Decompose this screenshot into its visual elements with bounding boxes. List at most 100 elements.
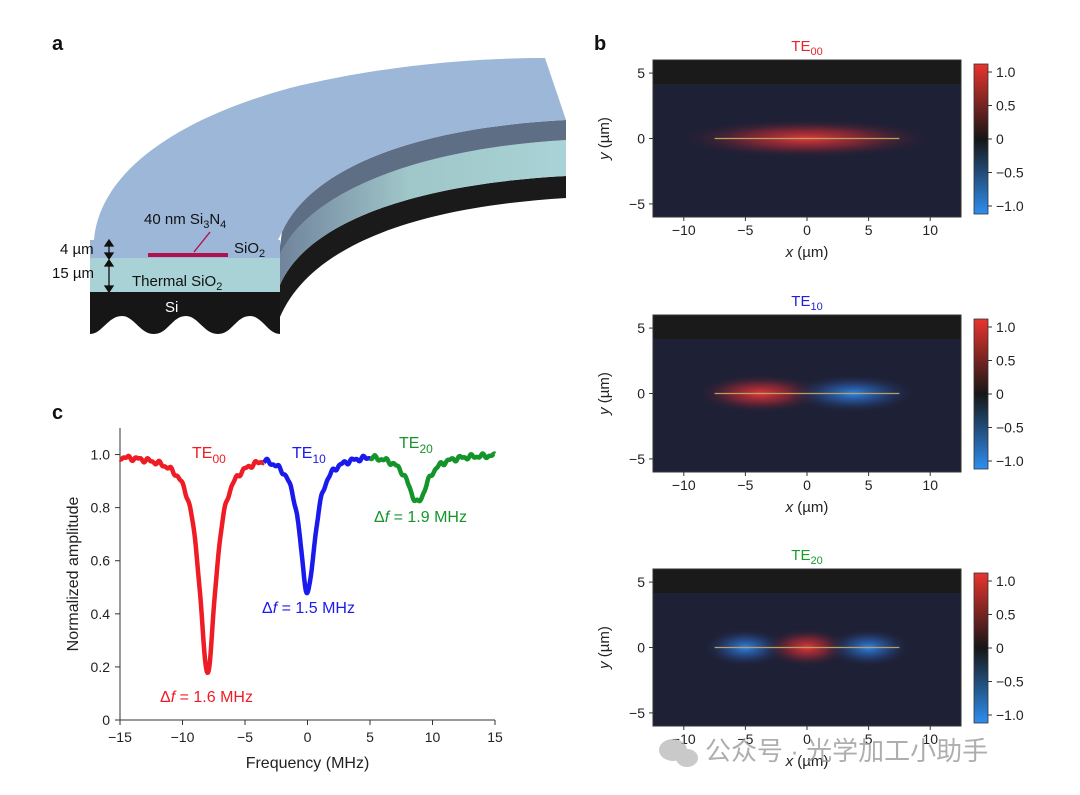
x-tick-label: 5 (865, 222, 873, 238)
x-tick-label: 0 (803, 477, 811, 493)
substrate-arc (278, 176, 566, 322)
x-tick-label: 0 (803, 222, 811, 238)
colorbar-tick-label: 0 (996, 131, 1004, 147)
y-tick-label: 0.8 (91, 500, 111, 516)
panel-a-label: a (52, 33, 64, 55)
colorbar-tick-label: 1.0 (996, 64, 1016, 80)
chart-annotation: TE20 (399, 435, 433, 456)
front-thermal-oxide (90, 258, 280, 292)
air-region (653, 569, 961, 593)
colorbar-tick-label: 0 (996, 386, 1004, 402)
x-tick-label: −5 (237, 729, 253, 745)
colorbar-tick-label: −0.5 (996, 674, 1024, 690)
y-tick-label: −5 (629, 705, 645, 721)
y-tick-label: 0 (637, 640, 645, 656)
chart-annotation: TE10 (292, 445, 326, 466)
thermal-arc (278, 140, 566, 290)
mode-title: TE00 (791, 38, 822, 58)
colorbar-tick-label: −0.5 (996, 420, 1024, 436)
y-tick-label: −5 (629, 196, 645, 212)
dim-4um: 4 µm (60, 241, 94, 258)
y-tick-label: 0 (102, 712, 110, 728)
x-axis-label: x (µm) (785, 244, 829, 261)
colorbar (973, 63, 989, 215)
y-tick-label: 0.2 (91, 659, 111, 675)
x-tick-label: 5 (366, 729, 374, 745)
air-region (653, 60, 961, 84)
y-tick-label: 0 (637, 131, 645, 147)
colorbar-tick-label: 0.5 (996, 607, 1016, 623)
chart-annotation: TE00 (192, 445, 226, 466)
x-tick-label: 10 (922, 477, 938, 493)
colorbar-tick-label: −1.0 (996, 198, 1024, 214)
mode-plot-00: TE00 −10 −5 0 5 10 5 0 −5 x (µm) y (µm) 1.0 0.5 0 −0.5… (596, 38, 1024, 261)
y-tick-label: 1.0 (91, 447, 111, 463)
x-axis-label: x (µm) (785, 499, 829, 516)
y-axis-label: y (µm) (596, 372, 613, 416)
x-tick-label: −5 (737, 477, 753, 493)
mode-profiles: TE00 −10 −5 0 5 10 5 0 −5 x (µm) y (µm) 1.0 0.5 0 −0.5… (596, 38, 1024, 770)
y-tick-label: 0 (637, 386, 645, 402)
y-tick-label: 5 (637, 65, 645, 81)
si3n4-label: 40 nm Si3N4 (144, 211, 226, 231)
front-cladding (90, 240, 280, 258)
x-tick-label: 15 (487, 729, 503, 745)
watermark: 公众号 · 光学加工小助手 (655, 732, 1055, 772)
air-region (653, 315, 961, 339)
thickness-arrows (103, 238, 115, 294)
x-axis-label: x (µm) (785, 753, 829, 770)
mode-title: TE20 (791, 547, 822, 567)
waveguide-cross-section: 40 nm Si3N4 SiO2 Thermal SiO2 Si 4 µm 15… (52, 58, 566, 334)
x-tick-label: 0 (803, 731, 811, 747)
x-axis-label: Frequency (MHz) (246, 755, 370, 772)
x-tick-label: −5 (737, 731, 753, 747)
x-tick-label: 5 (865, 477, 873, 493)
y-axis-label: y (µm) (596, 117, 613, 161)
y-tick-label: 5 (637, 320, 645, 336)
sio2-label: SiO2 (234, 240, 265, 260)
x-tick-label: 0 (304, 729, 312, 745)
colorbar-tick-label: −1.0 (996, 707, 1024, 723)
mode-plot-10: TE10 −10 −5 0 5 10 5 0 −5 x (µm) y (µm) 1.0 0.5 0 −0.5… (596, 293, 1024, 516)
x-tick-label: −10 (171, 729, 195, 745)
chart-annotation: Δf = 1.6 MHz (160, 689, 253, 706)
chart-annotation: Δf = 1.9 MHz (374, 509, 467, 526)
colorbar-tick-label: 0 (996, 640, 1004, 656)
series-TE00 (118, 453, 266, 675)
transmission-chart: −15 −10 −5 0 5 10 15 0 0.2 0.4 0.6 0.8 1.0 Frequency … (65, 428, 503, 772)
thermal-sio2-label: Thermal SiO2 (132, 273, 222, 293)
front-substrate (90, 292, 280, 334)
colorbar-tick-label: 1.0 (996, 573, 1016, 589)
x-tick-label: 5 (865, 731, 873, 747)
colorbar (973, 318, 989, 470)
panel-c-label: c (52, 402, 64, 424)
x-tick-label: −5 (737, 222, 753, 238)
x-tick-label: 10 (922, 731, 938, 747)
colorbar-tick-label: 0.5 (996, 353, 1016, 369)
wechat-icon (659, 739, 698, 767)
si-label: Si (165, 299, 178, 316)
y-tick-label: −5 (629, 451, 645, 467)
colorbar-tick-label: 1.0 (996, 319, 1016, 335)
colorbar (973, 572, 989, 724)
mode-title: TE10 (791, 293, 822, 313)
panel-b-label: b (594, 33, 607, 55)
colorbar-tick-label: 0.5 (996, 98, 1016, 114)
y-tick-label: 5 (637, 574, 645, 590)
cladding-arc-edge (278, 120, 566, 260)
dim-15um: 15 µm (52, 265, 94, 282)
y-tick-label: 0.4 (91, 606, 111, 622)
y-tick-label: 0.6 (91, 553, 111, 569)
x-tick-label: 10 (425, 729, 441, 745)
series-TE20 (368, 451, 497, 504)
x-tick-label: −10 (672, 222, 696, 238)
top-surface (94, 58, 566, 240)
x-tick-label: 10 (922, 222, 938, 238)
x-tick-label: −10 (672, 477, 696, 493)
watermark-text: 公众号 · 光学加工小助手 (705, 736, 988, 766)
y-axis-label: Normalized amplitude (65, 497, 82, 652)
x-tick-label: −15 (108, 729, 132, 745)
si3n4-pointer (193, 231, 211, 253)
colorbar-tick-label: −1.0 (996, 453, 1024, 469)
